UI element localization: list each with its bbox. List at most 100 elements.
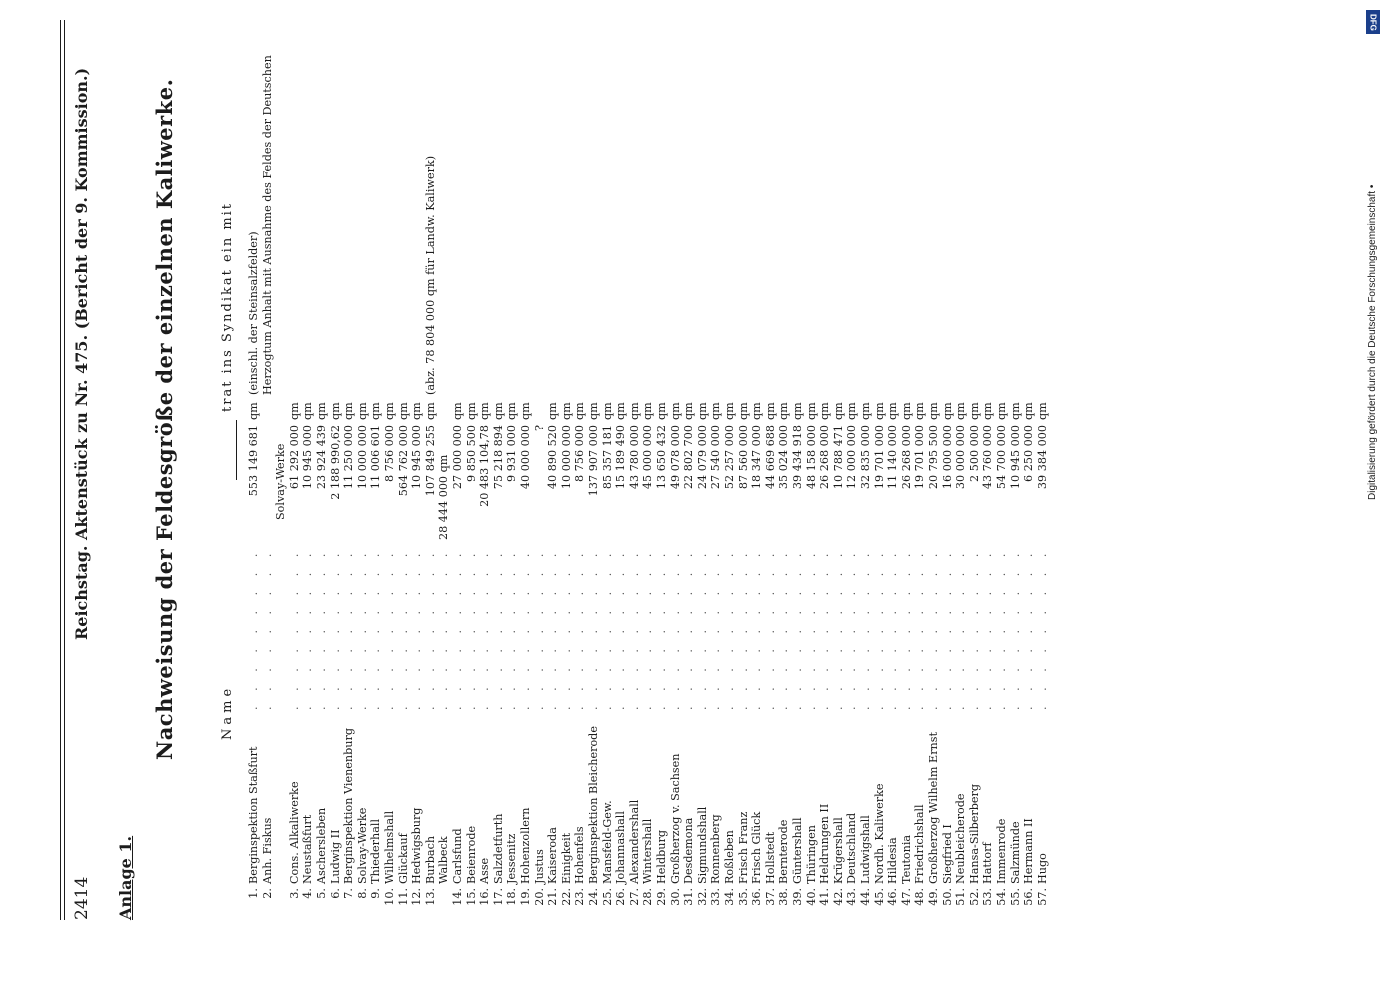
table-row: 29. Heldburg . . . . . . . . . . . . . . .… [655,40,669,920]
area-unit: qm [995,402,1008,420]
works-name: Wintershall [641,818,655,884]
leader-dots: . . . . . . . . . . . . . . . . . . . [587,540,601,710]
works-name: Krügershall [831,817,845,884]
leader-dots: . . . . . . . . . . . . . . . . . . . [451,540,465,710]
area-unit: qm [369,402,383,420]
area-unit: qm [668,402,682,420]
row-number: 50. [940,888,954,906]
table-row: 30. Großherzog v. Sachsen . . . . . . . . … [669,40,683,920]
leader-dots: . . . . . . . . . . . . . . . . . . . [247,540,261,710]
works-name: Justus [532,849,546,884]
field-area: 26 268 000 [818,425,832,490]
works-name: Frisch Franz [736,811,750,884]
works-name: Hollstedt [763,831,777,884]
table-row: 22. Einigkeit . . . . . . . . . . . . . . … [560,40,574,920]
table-row: 57. Hugo . . . . . . . . . . . . . . . . .… [1036,40,1050,920]
field-area: 13 650 432 [655,425,668,490]
row-number: 54. [995,888,1008,906]
works-name: Cons. Alkaliwerke [287,781,301,884]
table-row: 21. Kaiseroda . . . . . . . . . . . . . . … [546,40,560,920]
area-unit: qm [695,402,709,420]
area-unit: qm [791,402,804,420]
leader-dots: . . . . . . . . . . . . . . . . . . . [505,540,519,710]
table-row: 49. Großherzog Wilhelm Ernst . . . . . . .… [927,40,941,920]
field-area: 44 669 688 [763,425,777,490]
field-area: 45 000 000 [641,425,655,490]
leader-dots: . . . . . . . . . . . . . . . . . . . [832,540,846,710]
field-area: 10 000 000 [559,425,573,490]
works-name: Mansfeld-Gew. [600,800,614,884]
area-unit: qm [315,402,328,420]
works-name: Kaiseroda [546,827,560,884]
area-unit: qm [587,402,600,420]
row-number: 25. [600,888,614,906]
table-row: 7. Berginspektion Vienenburg . . . . . . .… [342,40,356,920]
area-unit: qm [913,402,927,420]
area-unit: qm [927,402,940,420]
table-row: 38. Bernterode . . . . . . . . . . . . . .… [777,40,791,920]
area-unit: qm [600,402,614,420]
row-number: 6. [328,888,342,899]
field-area: ? [532,425,546,431]
works-name: Carlsfund [451,828,464,884]
table-row: 50. Siegfried I . . . . . . . . . . . . . … [941,40,955,920]
leader-dots: . . . . . . . . . . . . . . . . . . . [546,540,560,710]
leader-dots: . . . . . . . . . . . . . . . . . . . [682,540,696,710]
area-unit: qm [736,402,750,420]
area-unit: qm [287,402,301,420]
area-unit: qm [627,402,641,420]
table-row: 42. Krügershall . . . . . . . . . . . . . … [832,40,846,920]
table-row: 18. Jessenitz . . . . . . . . . . . . . . … [505,40,519,920]
field-area: 30 000 000 [954,425,968,490]
leader-dots: . . . . . . . . . . . . . . . . . . . [628,540,642,710]
area-unit: qm [1035,402,1049,420]
table-row: 6. Ludwig II . . . . . . . . . . . . . . .… [329,40,343,920]
row-number: 47. [899,888,913,906]
table-row: 54. Immenrode . . . . . . . . . . . . . . … [995,40,1009,920]
leader-dots: . . . . . . . . . . . . . . . . . . . [560,540,574,710]
leader-dots: . . . . . . . . . . . . . . . . . . . [342,540,356,710]
field-area: 11 140 000 [886,425,900,490]
row-number: 14. [451,888,464,906]
works-name: Siegfried I [940,824,954,884]
table-row: 56. Hermann II . . . . . . . . . . . . . .… [1022,40,1036,920]
dfg-logo: DFG [1366,10,1380,34]
row-note: (einschl. der Steinsalzfelder) [247,231,260,395]
row-number: 35. [736,888,750,906]
row-number: 20. [532,888,546,906]
row-number: 31. [682,888,696,906]
leader-dots: . . . . . . . . . . . . . . . . . . . [383,540,397,710]
leader-dots: . . . . . . . . . . . . . . . . . . . [886,540,900,710]
leader-dots: . . . . . . . . . . . . . . . . . . . [873,540,887,710]
row-number: 32. [695,888,709,906]
table-row: 16. Asse . . . . . . . . . . . . . . . . .… [478,40,492,920]
row-number: 27. [627,888,641,906]
field-area: 27 000 000 [451,425,464,490]
field-area: 9 931 000 [505,425,519,482]
works-name: Asse [478,857,492,884]
works-name: Nordh. Kaliwerke [872,783,886,884]
works-name: Anh. Fiskus [260,817,274,884]
works-name: Johannashall [614,811,628,884]
leader-dots: . . . . . . . . . . . . . . . . . . . [410,540,424,710]
area-unit: qm [899,402,913,420]
works-name: Walbeck [437,836,451,884]
leader-dots: . . . . . . . . . . . . . . . . . . . [573,540,587,710]
area-unit: qm [559,402,573,420]
area-unit: qm [750,402,764,420]
table-row: 35. Frisch Franz . . . . . . . . . . . . .… [737,40,751,920]
area-unit: qm [410,402,424,420]
works-name: Ronnenberg [709,814,723,884]
field-area: 35 024 000 [777,425,791,490]
area-unit: qm [845,402,859,420]
field-area: 54 700 000 [995,425,1008,490]
area-unit: qm [777,402,791,420]
row-number: 19. [519,888,532,906]
area-unit: qm [804,402,818,420]
field-area: 8 756 000 [383,425,396,482]
area-unit: qm [859,402,872,420]
field-area: 49 078 000 [668,425,682,490]
works-name: Salzmünde [1008,821,1022,884]
field-area: 27 540 000 [709,425,723,490]
row-number: 29. [655,888,668,906]
